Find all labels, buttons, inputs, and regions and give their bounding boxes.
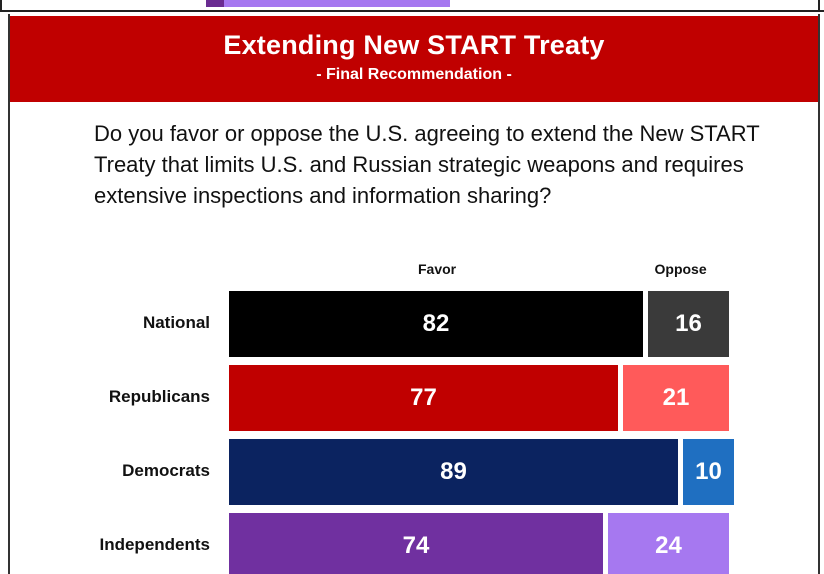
previous-slide-frame-right bbox=[818, 0, 820, 12]
data-label-oppose-republicans: 21 bbox=[662, 384, 690, 411]
data-label-favor-democrats: 89 bbox=[440, 458, 467, 485]
legend-favor: Favor bbox=[418, 261, 457, 277]
data-label-favor-national: 82 bbox=[422, 310, 450, 337]
slide-frame bbox=[8, 14, 820, 574]
row-label-national: National bbox=[142, 313, 210, 332]
survey-question: Do you favor or oppose the U.S. agreeing… bbox=[94, 121, 760, 208]
data-label-oppose-democrats: 10 bbox=[695, 458, 722, 485]
slide-header: Extending New START Treaty - Final Recom… bbox=[10, 16, 818, 102]
row-label-democrats: Democrats bbox=[122, 461, 210, 480]
data-label-oppose-national: 16 bbox=[675, 310, 702, 337]
bar-oppose-national: 16 bbox=[648, 291, 729, 357]
slide-subtitle: - Final Recommendation - bbox=[316, 66, 512, 83]
previous-slide-frame-left bbox=[0, 0, 2, 12]
bar-oppose-democrats: 10 bbox=[683, 439, 734, 505]
legend-oppose: Oppose bbox=[654, 261, 707, 277]
data-label-oppose-independents: 24 bbox=[655, 532, 682, 559]
bar-favor-national: 82 bbox=[229, 291, 643, 357]
data-label-favor-independents: 74 bbox=[402, 532, 430, 559]
bar-favor-independents: 74 bbox=[229, 513, 603, 574]
bar-favor-democrats: 89 bbox=[229, 439, 678, 505]
row-label-republicans: Republicans bbox=[108, 387, 210, 406]
previous-slide-bar-light bbox=[224, 0, 450, 7]
data-label-favor-republicans: 77 bbox=[410, 384, 437, 411]
slide-title: Extending New START Treaty bbox=[223, 30, 605, 60]
previous-slide-bar-dark bbox=[206, 0, 224, 7]
bar-favor-republicans: 77 bbox=[229, 365, 618, 431]
row-label-independents: Independents bbox=[99, 535, 210, 554]
previous-slide-strip bbox=[0, 0, 824, 12]
bar-oppose-independents: 24 bbox=[608, 513, 729, 574]
bar-oppose-republicans: 21 bbox=[623, 365, 729, 431]
